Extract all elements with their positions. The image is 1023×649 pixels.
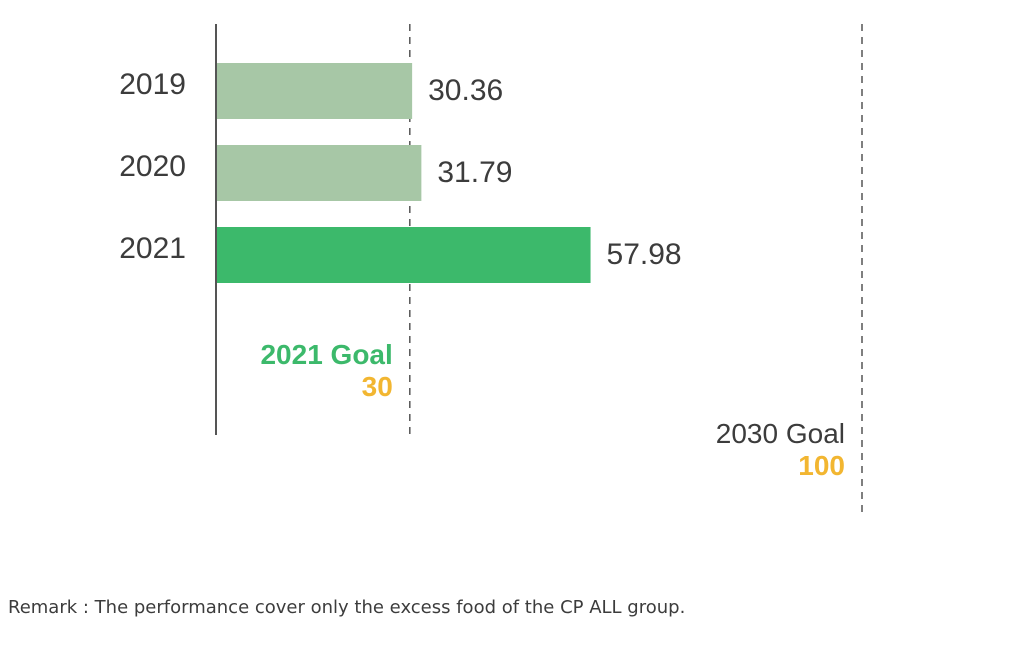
goal-label-30: 2021 Goal <box>260 339 392 370</box>
category-label-2020: 2020 <box>119 150 186 183</box>
goal-value-100: 100 <box>798 450 845 481</box>
bar-2021 <box>216 227 591 283</box>
goal-label-100: 2030 Goal <box>716 418 845 449</box>
category-label-2021: 2021 <box>119 232 186 265</box>
value-label-2021: 57.98 <box>607 238 682 271</box>
bar-2019 <box>216 63 413 119</box>
remark-text: Remark : The performance cover only the … <box>8 597 686 618</box>
bar-2020 <box>216 145 422 201</box>
goal-value-30: 30 <box>362 371 393 402</box>
value-label-2019: 30.36 <box>428 74 503 107</box>
category-label-2019: 2019 <box>119 68 186 101</box>
value-label-2020: 31.79 <box>437 156 512 189</box>
